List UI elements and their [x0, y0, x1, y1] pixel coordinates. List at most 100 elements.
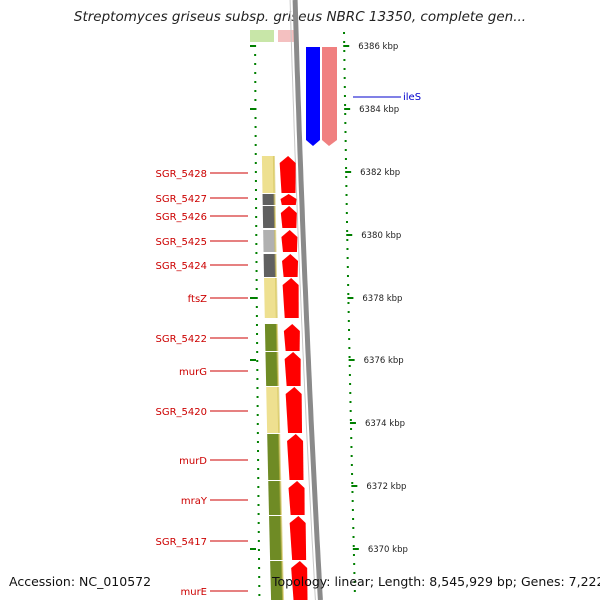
scale-dot — [347, 311, 350, 313]
left-guide-dot — [256, 369, 259, 371]
gene-label: mraY — [181, 496, 208, 507]
scale-dot — [353, 581, 356, 583]
left-guide-dot — [256, 360, 259, 362]
left-guide-dot — [257, 513, 260, 515]
cog-block-edge — [277, 387, 281, 433]
top-gene-fragment-2 — [278, 30, 294, 42]
scale-dot — [349, 401, 352, 403]
left-guide-dot — [256, 333, 259, 335]
scale-label: 6372 kbp — [366, 482, 406, 492]
cog-block-edge — [274, 230, 277, 252]
scale-dot — [345, 194, 348, 196]
gene-arrow-forward — [282, 254, 299, 277]
left-guide-dot — [255, 297, 258, 299]
scale-dot — [346, 257, 349, 259]
scale-tick — [345, 171, 352, 173]
topology-text: Topology: linear; Length: 8,545,929 bp; … — [272, 574, 600, 589]
cog-block — [261, 156, 275, 193]
scale-dot — [345, 167, 348, 169]
scale-dot — [344, 113, 347, 115]
scale-label: 6376 kbp — [364, 356, 404, 366]
cog-block — [264, 278, 277, 318]
left-guide-dot — [254, 63, 257, 65]
guide-tick — [250, 548, 256, 550]
left-guide-dot — [256, 396, 259, 398]
scale-dot — [350, 437, 353, 439]
scale-dot — [352, 545, 355, 547]
left-guide-dot — [256, 351, 259, 353]
scale-dot — [345, 176, 348, 178]
left-guide-dot — [254, 153, 257, 155]
left-guide-dot — [255, 216, 258, 218]
left-guide-dot — [255, 234, 258, 236]
cog-block — [269, 516, 283, 560]
gene-label: murG — [179, 367, 207, 378]
scale-dot — [346, 230, 349, 232]
scale-dot — [350, 428, 353, 430]
left-guide-dot — [257, 495, 260, 497]
left-guide-dot — [254, 90, 257, 92]
scale-dot — [348, 329, 351, 331]
gene-arrow-forward — [280, 194, 297, 205]
scale-dot — [351, 482, 354, 484]
left-guide-dot — [258, 594, 261, 596]
genome-backbone-edge — [289, 0, 316, 600]
cog-block-edge — [272, 156, 276, 193]
scale-dot — [346, 275, 349, 277]
scale-tick — [344, 108, 351, 110]
left-guide-dot — [257, 540, 260, 542]
cog-block-edge — [279, 481, 283, 515]
scale-dot — [343, 68, 346, 70]
left-guide-dot — [254, 162, 257, 164]
left-guide-dot — [255, 225, 258, 227]
left-guide-dot — [257, 504, 260, 506]
cog-block — [262, 206, 276, 228]
left-guide-dot — [258, 558, 261, 560]
gene-arrow-forward — [289, 516, 307, 560]
gene-arrow-forward — [288, 481, 305, 515]
gene-label: SGR_5422 — [156, 334, 208, 345]
scale-dot — [344, 131, 347, 133]
cog-block-edge — [274, 254, 278, 277]
scale-dot — [344, 158, 347, 160]
gene-arrow-forward — [291, 561, 308, 600]
scale-dot — [347, 302, 350, 304]
left-guide-dot — [257, 459, 260, 461]
cog-block — [266, 387, 280, 433]
left-guide-dot — [256, 387, 259, 389]
scale-dot — [347, 293, 350, 295]
left-guide-dot — [257, 486, 260, 488]
left-guide-dot — [254, 54, 257, 56]
guide-tick — [250, 108, 256, 110]
scale-dot — [351, 473, 354, 475]
left-guide-dot — [255, 315, 258, 317]
scale-dot — [349, 410, 352, 412]
scale-dot — [343, 95, 346, 97]
scale-dot — [348, 374, 351, 376]
scale-dot — [352, 554, 355, 556]
left-guide-dot — [256, 378, 259, 380]
map-title: Streptomyces griseus subsp. griseus NBRC… — [73, 9, 527, 25]
ileS-gene-arrow-shadow — [322, 47, 337, 146]
ileS-gene-arrow — [306, 47, 320, 146]
gene-label: SGR_5428 — [156, 169, 208, 180]
scale-dot — [344, 149, 347, 151]
cog-block-edge — [273, 206, 277, 228]
scale-dot — [351, 509, 354, 511]
scale-dot — [343, 50, 346, 52]
scale-label: 6382 kbp — [360, 168, 400, 178]
cog-block — [264, 324, 278, 351]
left-guide-dot — [257, 531, 260, 533]
left-guide-dot — [255, 270, 258, 272]
gene-label: SGR_5427 — [156, 194, 208, 205]
scale-dot — [347, 320, 350, 322]
left-guide-dot — [258, 576, 261, 578]
cog-block-edge — [275, 278, 278, 318]
gene-arrow-forward — [287, 434, 304, 480]
scale-dot — [346, 266, 349, 268]
scale-tick — [349, 422, 356, 424]
scale-dot — [350, 446, 353, 448]
gene-arrow-forward — [285, 387, 303, 433]
scale-dot — [352, 518, 355, 520]
